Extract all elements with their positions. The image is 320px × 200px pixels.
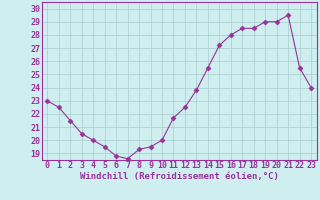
X-axis label: Windchill (Refroidissement éolien,°C): Windchill (Refroidissement éolien,°C) xyxy=(80,172,279,181)
